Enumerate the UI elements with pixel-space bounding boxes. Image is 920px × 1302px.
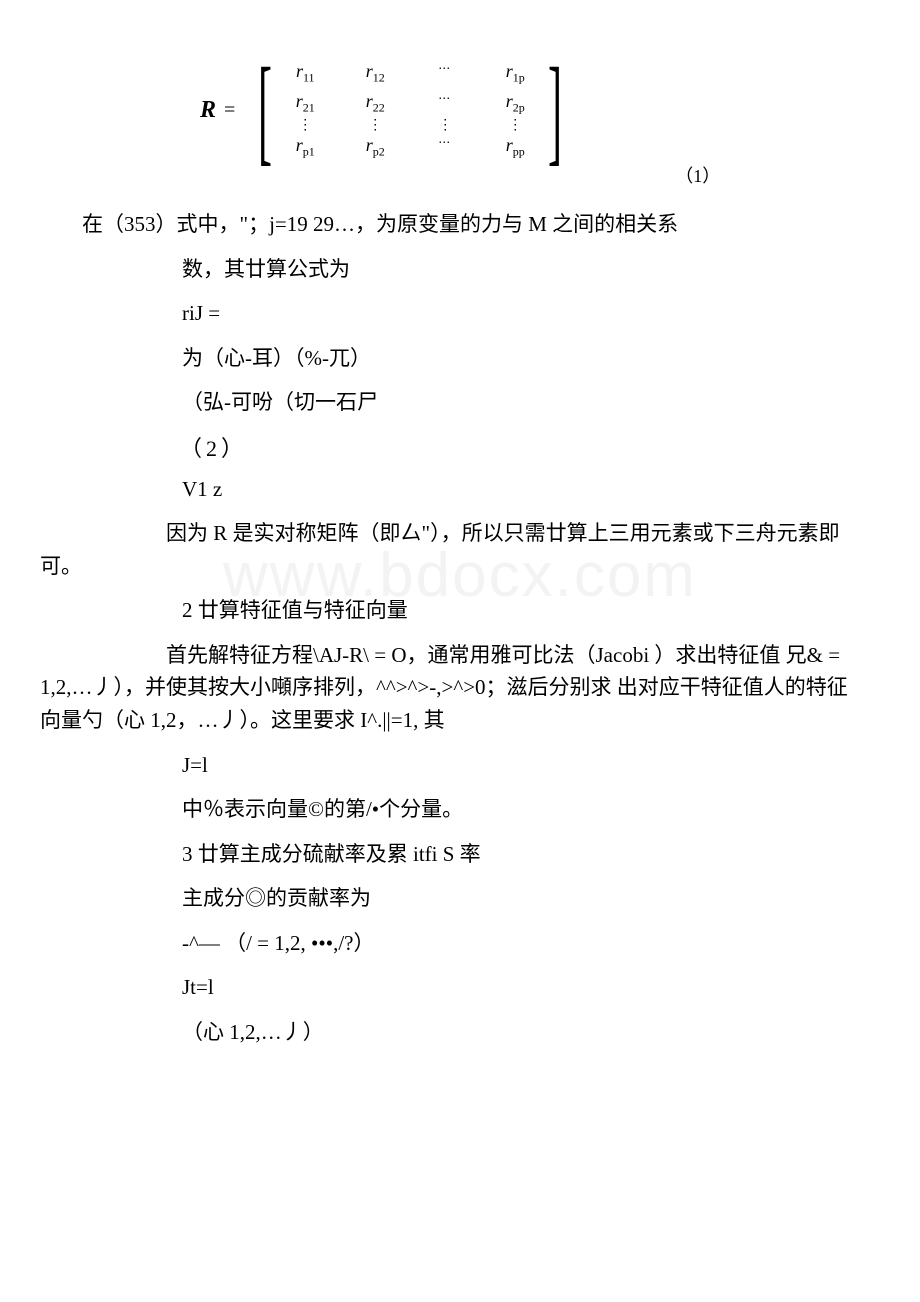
eq-number-1: （1）	[675, 162, 720, 188]
vdots-4: ⋮	[495, 122, 535, 129]
matrix-row-p: rp1 rp2 ⋯ rpp	[285, 135, 535, 160]
matrix-row-1: r11 r12 ⋯ r1p	[285, 61, 535, 86]
line-v1z: V1 z	[140, 473, 820, 506]
matrix-body: r11 r12 ⋯ r1p r21 r22 ⋯ r2p ⋮ ⋮ ⋮ ⋮	[285, 55, 535, 166]
matrix-R: R = [ r11 r12 ⋯ r1p r21 r22 ⋯ r2p ⋮	[200, 40, 575, 180]
cell-cdots-1: ⋯	[425, 61, 465, 86]
line-formula-1: 为（心-耳）（%-兀）	[140, 342, 820, 375]
cell-rpp: rpp	[495, 135, 535, 160]
line-jl: J=l	[140, 749, 820, 782]
vdots-3: ⋮	[425, 122, 465, 129]
equals-sign: =	[224, 99, 235, 122]
cell-r11: r11	[285, 61, 325, 86]
para-contribution: 主成分◎的贡献率为	[140, 882, 820, 915]
para-jacobi: 首先解特征方程\AJ-R\ = O，通常用雅可比法（Jacobi ）求出特征值 …	[40, 639, 860, 737]
para-symmetric: 因为 R 是实对称矩阵（即厶"），所以只需廿算上三用元素或下三舟元素即可。	[40, 517, 860, 582]
matrix-symbol: R	[200, 97, 216, 124]
right-bracket: ]	[548, 40, 562, 180]
matrix-equation-wrapper: R = [ r11 r12 ⋯ r1p r21 r22 ⋯ r2p ⋮	[140, 40, 820, 188]
eq-number-2: （2）	[180, 431, 820, 463]
para-353-b: 数，其廿算公式为	[140, 253, 820, 286]
para-component: 中％表示向量©的第/•个分量。	[140, 793, 820, 826]
left-bracket: [	[258, 40, 272, 180]
matrix-row-dots: ⋮ ⋮ ⋮ ⋮	[285, 122, 535, 129]
cell-r21: r21	[285, 91, 325, 116]
vdots-1: ⋮	[285, 122, 325, 129]
line-formula-2: （弘-可吩（切一石尸	[140, 386, 820, 419]
para-353-a: 在（353）式中，"；j=19 29…，为原变量的力与 M 之间的相关系	[40, 208, 860, 241]
cell-cdots-2: ⋯	[425, 91, 465, 116]
vdots-2: ⋮	[355, 122, 395, 129]
cell-cdots-p: ⋯	[425, 135, 465, 160]
line-jtl: Jt=l	[140, 971, 820, 1004]
heading-eigenvalue: 2 廿算特征值与特征向量	[140, 594, 820, 627]
document-content: R = [ r11 r12 ⋯ r1p r21 r22 ⋯ r2p ⋮	[140, 40, 820, 1048]
cell-r2p: r2p	[495, 91, 535, 116]
line-rij: riJ =	[140, 297, 820, 330]
cell-rp2: rp2	[355, 135, 395, 160]
cell-rp1: rp1	[285, 135, 325, 160]
cell-r12: r12	[355, 61, 395, 86]
cell-r22: r22	[355, 91, 395, 116]
matrix-row-2: r21 r22 ⋯ r2p	[285, 91, 535, 116]
line-last: （心 1,2,…丿）	[140, 1016, 820, 1049]
cell-r1p: r1p	[495, 61, 535, 86]
heading-contribution: 3 廿算主成分硫献率及累 itfi S 率	[140, 838, 820, 871]
line-contrib-formula: -^— （/ = 1,2, •••,/?）	[140, 927, 820, 960]
